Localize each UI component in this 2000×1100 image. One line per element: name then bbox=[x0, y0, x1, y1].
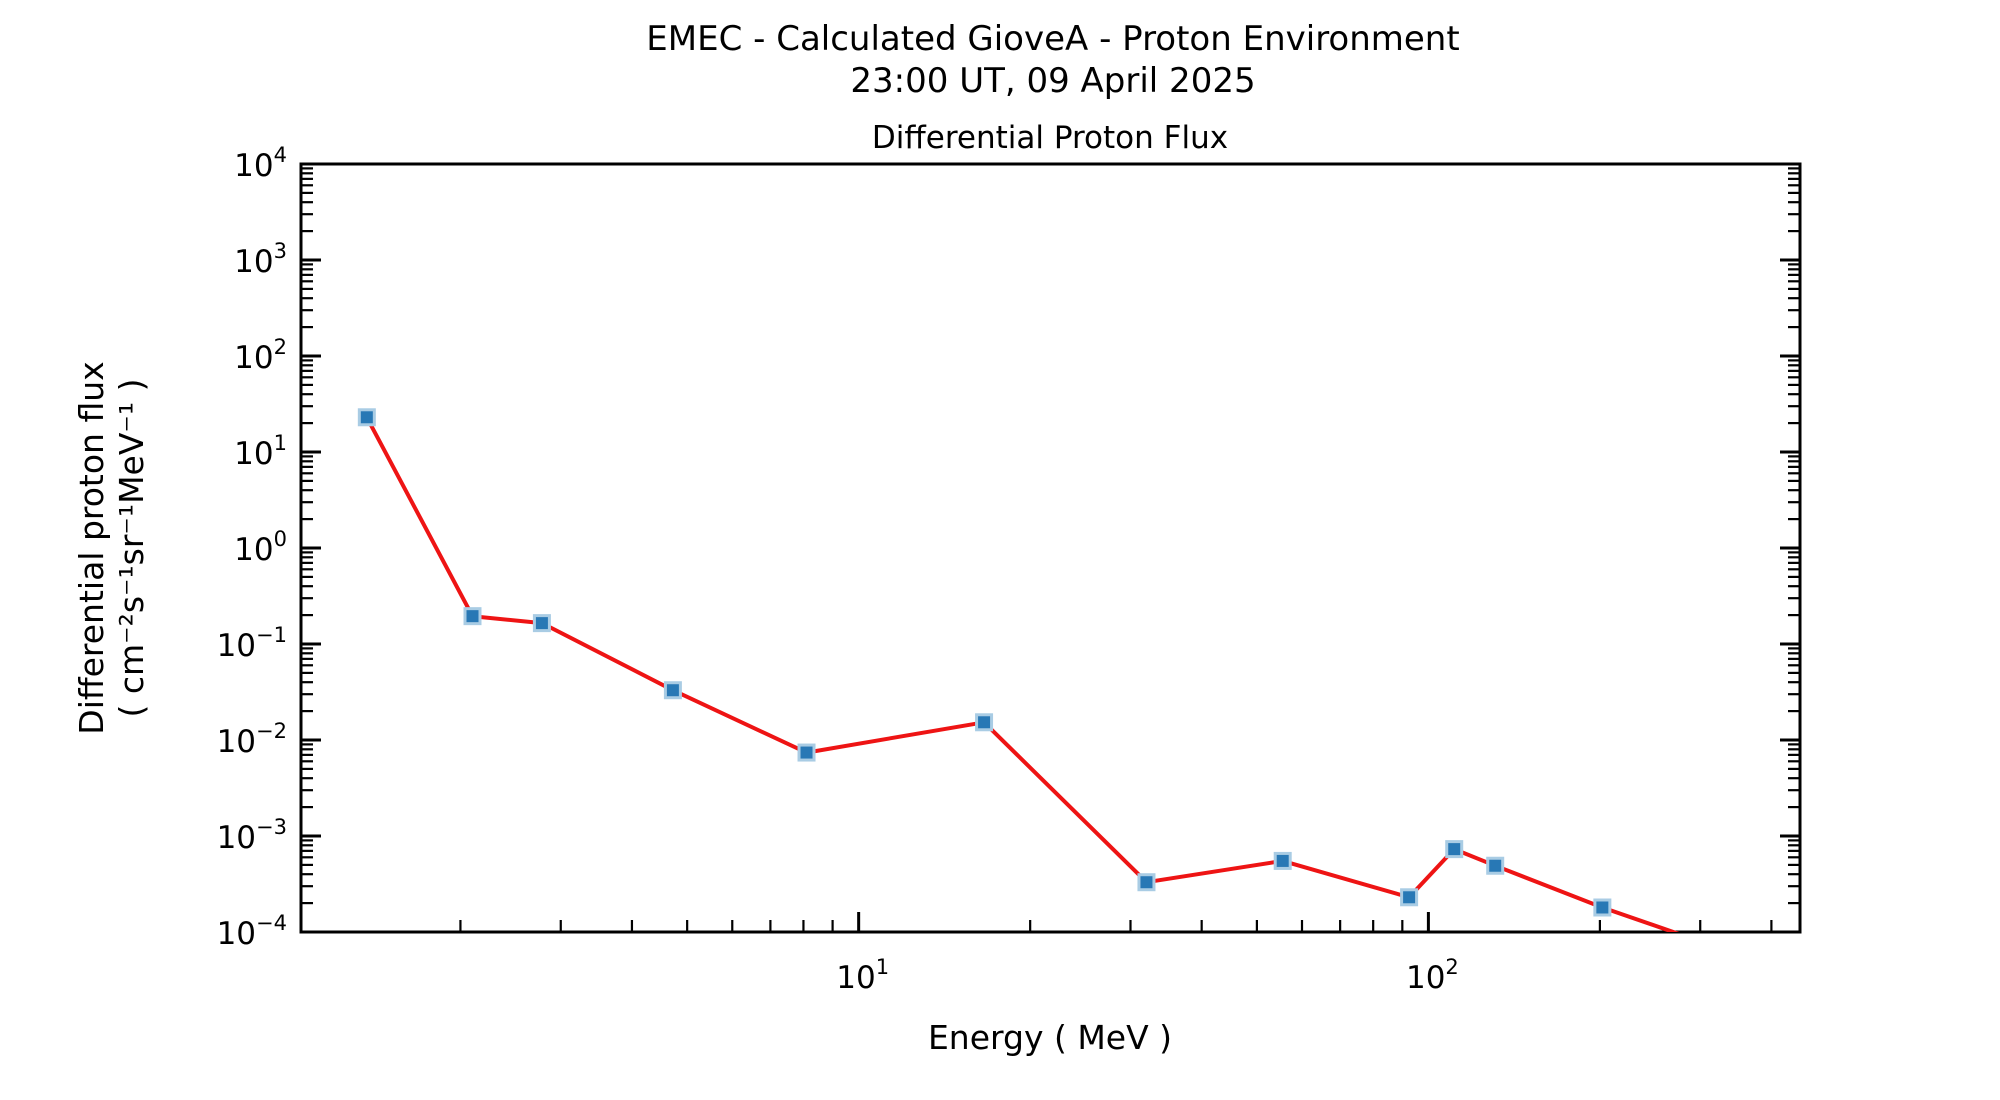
data-point-marker bbox=[1400, 888, 1419, 907]
x-tick-label: 102 bbox=[1406, 955, 1459, 996]
y-axis-label-line2: ( cm⁻²s⁻¹sr⁻¹MeV⁻¹ ) bbox=[112, 378, 151, 718]
data-point-marker bbox=[1273, 851, 1292, 870]
data-point-marker bbox=[1486, 856, 1505, 875]
y-tick-label: 104 bbox=[234, 143, 287, 184]
chart-date-subtitle: 23:00 UT, 09 April 2025 bbox=[850, 61, 1256, 101]
data-point-marker bbox=[797, 743, 816, 762]
data-point-marker bbox=[463, 607, 482, 626]
y-tick-label: 10−2 bbox=[217, 719, 287, 760]
data-point-marker bbox=[532, 614, 551, 633]
data-point-marker bbox=[357, 408, 376, 427]
axes-title: Differential Proton Flux bbox=[871, 120, 1229, 156]
x-axis-label: Energy ( MeV ) bbox=[927, 1018, 1173, 1057]
chart-main-title: EMEC - Calculated GioveA - Proton Enviro… bbox=[646, 19, 1460, 59]
x-tick-label: 101 bbox=[836, 955, 889, 996]
y-axis-label-line1: Differential proton flux bbox=[72, 361, 111, 735]
y-tick-label: 103 bbox=[234, 239, 287, 280]
y-tick-label: 100 bbox=[234, 527, 287, 568]
x-axis-ticks bbox=[459, 912, 1773, 932]
tick-labels: 101 102 104 103 102 101 100 10−1 10−2 10−3 10−4 bbox=[217, 143, 1459, 996]
data-point-marker bbox=[1137, 873, 1156, 892]
y-tick-label: 10−3 bbox=[217, 815, 287, 856]
y-tick-label: 101 bbox=[234, 431, 287, 472]
y-tick-label: 10−4 bbox=[217, 911, 287, 952]
y-axis-label: Differential proton flux ( cm⁻²s⁻¹sr⁻¹Me… bbox=[72, 148, 152, 948]
data-point-marker bbox=[663, 681, 682, 700]
data-point-marker bbox=[975, 713, 994, 732]
y-tick-label: 102 bbox=[234, 335, 287, 376]
data-point-marker bbox=[1445, 840, 1464, 859]
plot-frame bbox=[299, 162, 1802, 934]
data-point-marker bbox=[1593, 898, 1612, 917]
y-axis-ticks bbox=[301, 162, 1800, 934]
series-differential-proton-flux bbox=[357, 408, 1708, 949]
data-point-marker bbox=[1693, 934, 1708, 949]
y-tick-label: 10−1 bbox=[217, 623, 287, 664]
